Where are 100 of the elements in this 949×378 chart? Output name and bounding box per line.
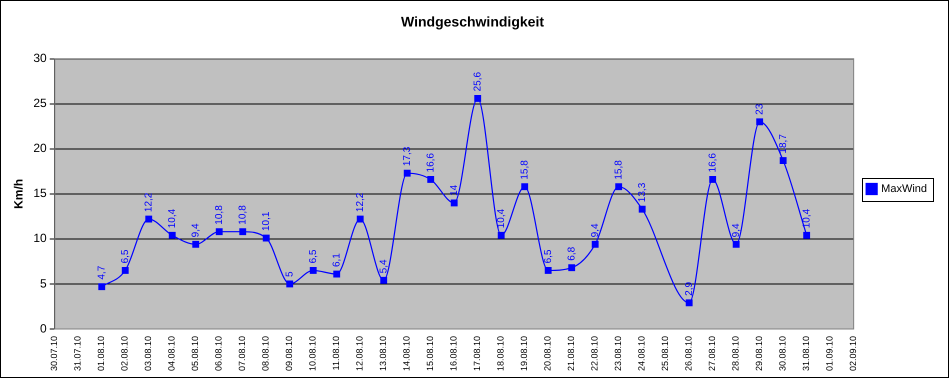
point — [803, 232, 810, 239]
x-tick-label: 02.08.10 — [120, 336, 130, 372]
data-label: 5 — [284, 270, 296, 277]
point — [404, 170, 411, 177]
point — [498, 232, 505, 239]
x-tick-label: 31.08.10 — [801, 336, 812, 372]
data-label: 4,7 — [96, 265, 108, 280]
y-tick-label: 15 — [33, 186, 48, 200]
point — [98, 283, 106, 290]
data-label: 18,7 — [778, 134, 789, 154]
point — [380, 276, 388, 284]
point — [216, 228, 223, 236]
x-tick-label: 02.09.10 — [848, 336, 858, 372]
y-tick-label: 25 — [33, 96, 48, 110]
y-tick-label: 20 — [33, 141, 48, 156]
data-label: 10,4 — [166, 208, 178, 228]
x-tick-label: 19.08.10 — [519, 336, 530, 372]
point — [521, 183, 528, 190]
x-tick-label: 31.07.10 — [72, 336, 83, 372]
x-tick-label: 24.08.10 — [636, 336, 647, 372]
data-label: 10,4 — [496, 208, 507, 228]
data-label: 16,6 — [425, 152, 436, 172]
data-label: 14 — [448, 184, 460, 196]
point — [592, 240, 599, 248]
x-tick-label: 07.08.10 — [237, 336, 248, 372]
point — [615, 183, 622, 190]
x-tick-label: 17.08.10 — [472, 336, 482, 372]
x-tick-label: 30.07.10 — [49, 336, 60, 372]
y-axis-title: Km/h — [12, 178, 26, 209]
data-label: 6,5 — [308, 249, 319, 264]
data-label: 6,5 — [542, 249, 554, 264]
x-tick-label: 06.08.10 — [214, 336, 224, 372]
data-label: 12,2 — [354, 192, 366, 212]
point — [145, 216, 152, 223]
point — [427, 176, 434, 183]
point — [544, 267, 552, 274]
data-label: 6,1 — [331, 252, 342, 268]
x-tick-label: 09.08.10 — [284, 336, 294, 372]
point — [239, 228, 246, 236]
x-tick-label: 11.08.10 — [331, 336, 342, 370]
data-label: 16,6 — [707, 152, 718, 172]
data-label: 12,2 — [143, 192, 154, 212]
point — [638, 206, 646, 213]
data-label: 13,3 — [636, 182, 648, 202]
x-tick-label: 14.08.10 — [402, 336, 412, 372]
x-tick-label: 28.08.10 — [730, 336, 741, 372]
data-label: 6,5 — [120, 249, 131, 264]
point — [474, 94, 482, 102]
data-label: 17,3 — [402, 146, 413, 166]
point — [333, 270, 340, 278]
point — [450, 199, 458, 206]
data-label: 10,8 — [214, 204, 225, 225]
x-tick-label: 10.08.10 — [308, 336, 318, 372]
point — [286, 280, 294, 288]
x-tick-label: 30.08.10 — [778, 336, 788, 372]
point — [310, 267, 317, 274]
point — [568, 264, 576, 272]
point — [686, 299, 693, 306]
x-tick-label: 01.09.10 — [824, 336, 835, 372]
x-tick-label: 03.08.10 — [143, 336, 154, 372]
data-label: 10,1 — [260, 211, 272, 232]
data-label: 2,9 — [684, 282, 695, 296]
point — [356, 216, 364, 223]
data-label: 25,6 — [472, 72, 484, 92]
x-tick-label: 04.08.10 — [166, 336, 177, 372]
point — [780, 157, 787, 164]
point — [262, 234, 270, 242]
data-label: 15,8 — [519, 160, 530, 180]
x-tick-label: 15.08.10 — [425, 336, 436, 372]
point — [732, 240, 740, 248]
x-tick-label: 29.08.10 — [754, 336, 764, 372]
x-tick-label: 22.08.10 — [590, 336, 600, 372]
data-label: 9,4 — [590, 222, 601, 238]
data-label: 15,8 — [613, 160, 624, 180]
y-tick-label: 10 — [33, 231, 48, 246]
x-tick-label: 08.08.10 — [260, 336, 271, 372]
x-tick-label: 01.08.10 — [96, 336, 106, 372]
data-label: 23 — [754, 103, 766, 115]
data-label: 5,4 — [378, 258, 390, 274]
data-label: 9,4 — [730, 222, 742, 238]
x-tick-label: 26.08.10 — [684, 336, 694, 372]
x-tick-label: 13.08.10 — [378, 336, 388, 372]
chart-title: Windgeschwindigkeit — [401, 13, 544, 30]
point — [192, 240, 200, 248]
x-tick-label: 20.08.10 — [542, 336, 553, 372]
data-label: 6,8 — [566, 246, 578, 261]
y-tick-label: 0 — [40, 321, 48, 336]
point — [756, 118, 764, 126]
x-tick-label: 12.08.10 — [354, 336, 365, 372]
x-tick-label: 05.08.10 — [190, 336, 200, 372]
point — [168, 232, 176, 239]
y-tick-label: 5 — [40, 276, 48, 290]
y-tick-label: 30 — [33, 51, 48, 66]
x-tick-label: 16.08.10 — [448, 336, 459, 372]
x-tick-label: 27.08.10 — [707, 336, 718, 372]
x-tick-label: 21.08.10 — [566, 336, 576, 372]
x-tick-label: 18.08.10 — [496, 336, 506, 372]
data-label: 10,4 — [801, 208, 812, 228]
data-label: 10,8 — [237, 204, 248, 225]
point — [709, 176, 716, 183]
